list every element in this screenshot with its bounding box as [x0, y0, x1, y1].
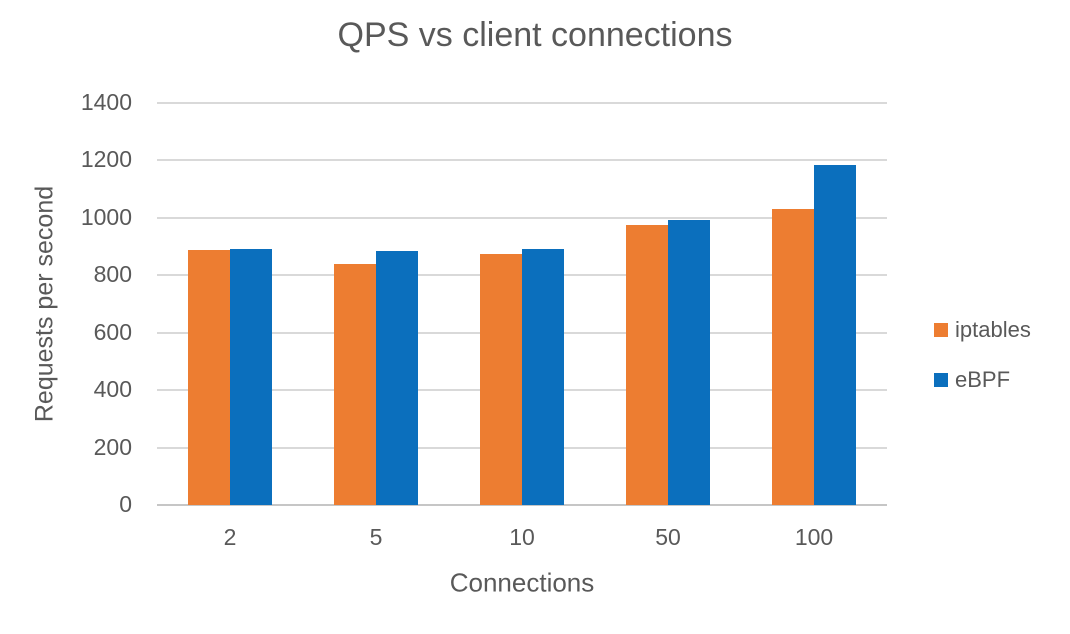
bar-iptables-50 [626, 225, 668, 505]
gridline-1000 [157, 216, 887, 219]
legend-label: iptables [955, 317, 1031, 342]
bar-eBPF-2 [230, 249, 272, 505]
y-tick-label-200: 200 [93, 433, 132, 460]
x-tick-label-10: 10 [509, 524, 535, 550]
gridline-1400 [157, 102, 887, 104]
y-tick-label-1400: 1400 [80, 89, 132, 115]
bar-eBPF-5 [376, 250, 418, 505]
x-axis-title: Connections [449, 567, 595, 598]
legend-item-eBPF: eBPF [934, 366, 1031, 394]
x-tick-label-50: 50 [655, 524, 681, 550]
legend: iptables eBPF [934, 316, 1031, 394]
y-tick-label-0: 0 [119, 491, 132, 517]
bar-iptables-10 [480, 254, 522, 505]
legend-swatch-icon [934, 373, 948, 387]
y-tick-label-1200: 1200 [80, 146, 132, 173]
x-axis-line [157, 504, 887, 506]
bar-iptables-100 [772, 208, 814, 505]
legend-label: eBPF [955, 367, 1011, 392]
bar-iptables-2 [188, 249, 230, 505]
bar-eBPF-100 [814, 165, 856, 505]
y-axis-title: Requests per second [30, 185, 59, 423]
y-tick-label-800: 800 [93, 261, 132, 288]
y-tick-label-400: 400 [93, 376, 132, 403]
legend-item-iptables: iptables [934, 316, 1031, 344]
x-tick-label-100: 100 [794, 524, 834, 550]
y-tick-label-600: 600 [93, 318, 132, 345]
bar-eBPF-10 [522, 248, 564, 505]
bar-eBPF-50 [668, 219, 710, 505]
gridline-1200 [157, 159, 887, 162]
bar-iptables-5 [334, 264, 376, 505]
x-tick-label-5: 5 [369, 524, 383, 550]
x-tick-label-2: 2 [223, 524, 237, 550]
legend-swatch-icon [934, 323, 948, 337]
y-tick-label-1000: 1000 [80, 203, 132, 230]
chart-title: QPS vs client connections [337, 16, 733, 54]
